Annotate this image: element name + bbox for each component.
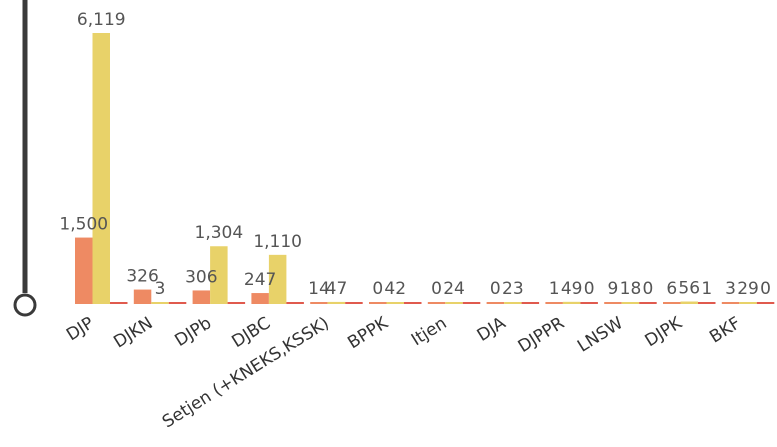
bar-s2-9	[621, 302, 640, 304]
data-label-s1-2: 306	[185, 267, 217, 287]
chart-axis	[13, 0, 37, 317]
data-label-s1-9: 9	[608, 279, 619, 299]
data-label-s1-6: 0	[431, 279, 442, 299]
bar-s1-3	[251, 293, 269, 304]
data-label-s2-7: 23	[502, 279, 524, 299]
data-label-s2-6: 24	[443, 279, 465, 299]
data-label-s2-11: 29	[737, 279, 759, 299]
bar-s1-7	[486, 302, 505, 304]
data-label-s2-3: 1,110	[253, 232, 302, 252]
bar-s3-11	[756, 302, 775, 304]
bar-s1-6	[427, 302, 446, 304]
data-label-s1-8: 1	[549, 279, 560, 299]
category-label-8: DJPPR	[515, 313, 569, 357]
bar-s2-5	[386, 302, 404, 304]
data-label-s2-2: 1,304	[195, 223, 244, 243]
category-label-6: Itjen	[408, 313, 451, 350]
bar-s3-6	[462, 302, 481, 304]
data-label-s2-0: 6,119	[77, 10, 126, 30]
bar-s3-8	[580, 302, 598, 304]
axis-end-circle	[13, 293, 37, 317]
data-label-s3-8: 0	[584, 279, 595, 299]
category-label-2: DJPb	[171, 313, 215, 351]
bar-s3-4	[345, 302, 363, 304]
bar-s1-10	[663, 302, 681, 304]
data-label-s2-8: 49	[561, 279, 583, 299]
data-label-s1-4: 14	[308, 279, 330, 299]
category-label-3: DJBC	[228, 313, 274, 352]
data-label-s2-9: 18	[620, 279, 642, 299]
bar-s1-11	[721, 302, 740, 304]
bar-s3-5	[404, 302, 422, 304]
bar-s2-2	[210, 246, 228, 304]
data-label-s1-1: 326	[126, 267, 158, 287]
bar-s1-4	[310, 302, 328, 304]
bar-s3-0	[110, 302, 128, 304]
bar-s3-10	[698, 302, 716, 304]
data-label-s1-0: 1,500	[59, 215, 108, 235]
category-label-10: DJPK	[642, 313, 687, 351]
data-label-s1-3: 247	[244, 270, 276, 290]
bar-s2-11	[739, 302, 757, 304]
data-label-s2-10: 56	[678, 279, 700, 299]
data-label-s2-5: 42	[384, 279, 406, 299]
data-label-s3-9: 0	[643, 279, 654, 299]
bar-s1-1	[133, 289, 152, 304]
bar-s2-1	[151, 302, 169, 304]
chart-bars	[75, 33, 775, 304]
bar-s3-9	[639, 302, 657, 304]
bar-s2-8	[562, 301, 581, 304]
data-label-s3-10: 1	[701, 279, 712, 299]
data-label-s1-5: 0	[372, 279, 383, 299]
bar-s2-6	[445, 302, 463, 304]
bar-s3-2	[227, 302, 246, 304]
bar-s3-7	[521, 302, 540, 304]
bar-s2-10	[680, 301, 698, 304]
bar-s3-1	[168, 302, 187, 304]
bar-s1-2	[192, 290, 211, 304]
bar-s2-3	[268, 254, 287, 304]
bar-s1-0	[75, 237, 93, 304]
bar-s1-5	[369, 302, 387, 304]
category-label-11: BKF	[706, 313, 744, 347]
bar-s1-8	[545, 302, 563, 304]
data-label-s2-1: 3	[155, 279, 166, 299]
data-label-s1-10: 6	[666, 279, 677, 299]
category-label-9: LNSW	[574, 313, 627, 356]
bar-s2-0	[92, 33, 110, 304]
bar-s3-3	[286, 302, 304, 304]
category-label-1: DJKN	[110, 313, 156, 352]
category-label-0: DJP	[63, 313, 98, 345]
bar-s2-4	[327, 301, 346, 304]
data-label-s2-4: 47	[326, 279, 348, 299]
data-label-s1-11: 3	[725, 279, 736, 299]
bar-s1-9	[604, 302, 622, 304]
data-label-s3-11: 0	[760, 279, 771, 299]
data-label-s1-7: 0	[490, 279, 501, 299]
category-label-7: DJA	[474, 313, 510, 346]
category-label-5: BPPK	[344, 313, 392, 353]
bar-s2-7	[504, 302, 522, 304]
